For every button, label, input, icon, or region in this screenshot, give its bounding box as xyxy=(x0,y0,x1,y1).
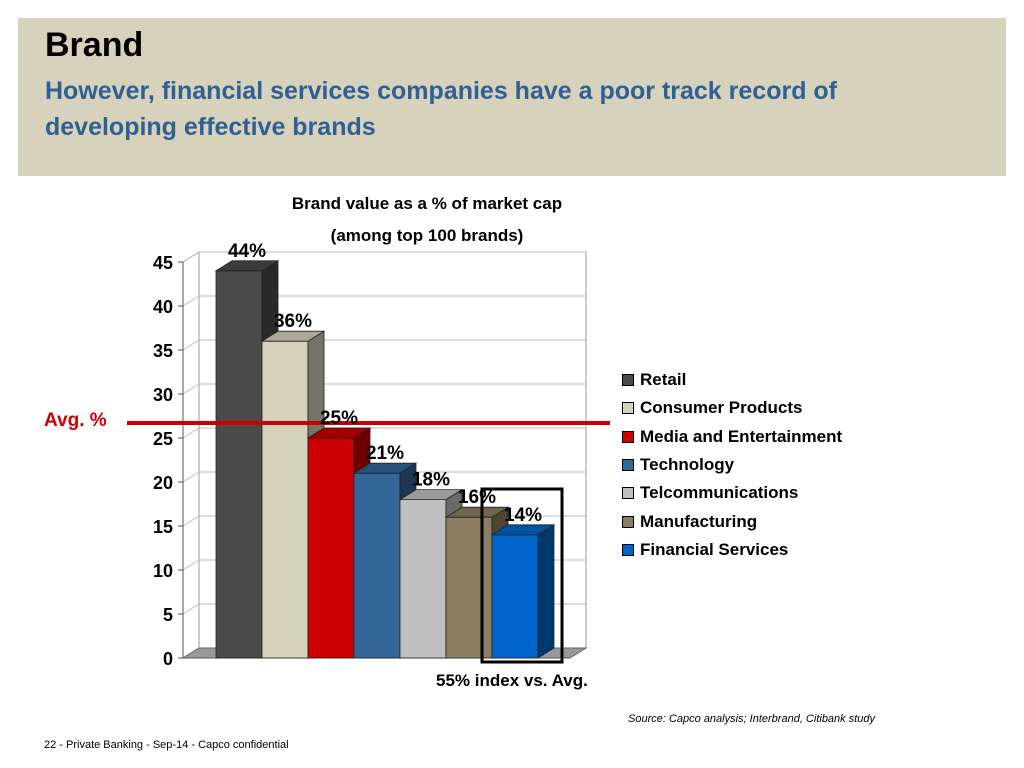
legend-label: Consumer Products xyxy=(640,398,803,418)
legend-label: Technology xyxy=(640,455,735,475)
legend-label: Telcommunications xyxy=(640,483,799,503)
legend-label: Media and Entertainment xyxy=(640,426,843,446)
bar-6 xyxy=(445,516,493,659)
legend-swatch xyxy=(622,487,634,500)
gridline-side xyxy=(182,427,200,439)
bar-4 xyxy=(353,472,401,659)
data-label-3: 25% xyxy=(320,408,358,429)
legend-label: Financial Services xyxy=(640,539,789,559)
index-note: 55% index vs. Avg. xyxy=(436,671,588,690)
legend-swatch xyxy=(622,459,634,472)
legend-item: Technology xyxy=(622,451,842,479)
data-label-4: 21% xyxy=(366,443,404,464)
y-tick-label: 5 xyxy=(163,605,173,625)
gridline-side xyxy=(182,295,200,307)
page-subtitle: However, financial services companies ha… xyxy=(45,77,838,141)
bar-7 xyxy=(491,534,539,659)
legend-swatch xyxy=(622,402,634,415)
gridline-side xyxy=(182,603,200,615)
data-label-5: 18% xyxy=(412,470,450,491)
gridline-side xyxy=(182,339,200,351)
legend-swatch xyxy=(622,543,634,556)
data-label-1: 44% xyxy=(228,241,266,262)
legend-item: Telcommunications xyxy=(622,479,842,507)
legend-label: Retail xyxy=(640,370,687,390)
y-tick-label: 10 xyxy=(153,561,173,581)
footer-text: 22 - Private Banking - Sep-14 - Capco co… xyxy=(44,739,289,751)
data-label-6: 16% xyxy=(458,487,496,508)
data-label-7: 14% xyxy=(504,505,542,526)
bar-top-2 xyxy=(260,330,326,342)
bar-top-3 xyxy=(306,427,372,439)
y-tick-label: 30 xyxy=(153,385,173,405)
gridline-side xyxy=(182,559,200,571)
y-tick-label: 35 xyxy=(153,341,173,361)
legend-item: Media and Entertainment xyxy=(622,423,842,451)
bar-top-6 xyxy=(444,506,510,518)
legend-swatch xyxy=(622,374,634,387)
y-tick-label: 45 xyxy=(153,253,173,273)
bar-side-7 xyxy=(537,524,555,659)
legend-swatch xyxy=(622,515,634,528)
gridline-side xyxy=(182,515,200,527)
source-note: Source: Capco analysis; Interbrand, Citi… xyxy=(628,713,876,725)
bar-top-4 xyxy=(352,462,418,474)
bar-1 xyxy=(215,270,263,659)
bar-5 xyxy=(399,499,447,659)
gridline-side xyxy=(182,383,200,395)
highlight-box xyxy=(480,487,564,664)
y-tick-label: 20 xyxy=(153,473,173,493)
gridline-side xyxy=(182,471,200,483)
bar-top-5 xyxy=(398,489,464,501)
chart-title-line2: (among top 100 brands) xyxy=(330,226,524,245)
legend-item: Retail xyxy=(622,366,842,394)
header-band xyxy=(18,18,1006,176)
average-label: Avg. % xyxy=(44,410,107,431)
chart-legend: Retail Consumer Products Media and Enterta… xyxy=(622,366,842,564)
chart-side-wall xyxy=(182,251,200,659)
y-tick-label: 25 xyxy=(153,429,173,449)
legend-swatch xyxy=(622,430,634,443)
y-tick-label: 15 xyxy=(153,517,173,537)
legend-item: Consumer Products xyxy=(622,394,842,422)
gridline-side xyxy=(182,251,200,263)
bar-3 xyxy=(307,437,355,659)
legend-item: Financial Services xyxy=(622,536,842,564)
chart-title-line1: Brand value as a % of market cap xyxy=(291,194,563,213)
bar-top-7 xyxy=(490,524,556,536)
y-tick-label: 0 xyxy=(163,649,173,669)
bar-2 xyxy=(261,340,309,659)
bar-top-1 xyxy=(214,260,280,272)
legend-item: Manufacturing xyxy=(622,507,842,535)
legend-label: Manufacturing xyxy=(640,511,758,531)
data-label-2: 36% xyxy=(274,311,312,332)
y-tick-label: 40 xyxy=(153,297,173,317)
page-title: Brand xyxy=(45,26,144,64)
